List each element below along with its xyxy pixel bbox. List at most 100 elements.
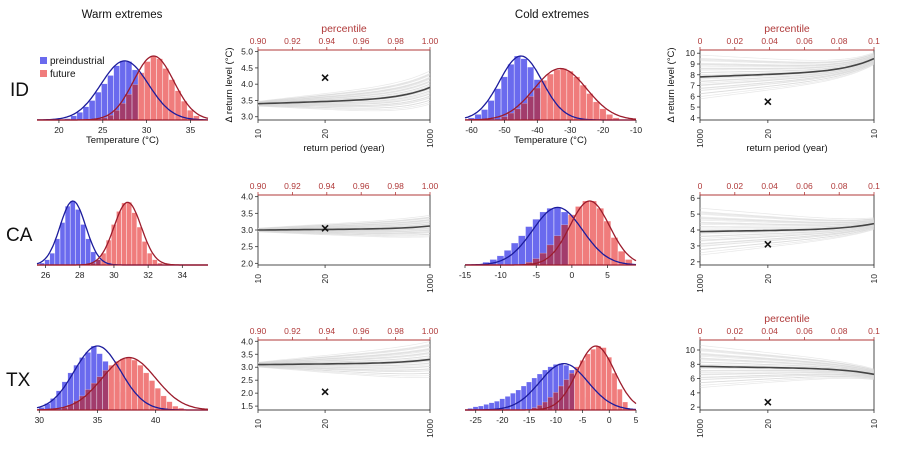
ensemble-line-25	[700, 222, 875, 228]
y-tick-label-6: 10	[686, 48, 696, 58]
ensemble-line-1	[699, 377, 875, 388]
bar-preindustrial-5	[518, 235, 526, 266]
x-tick-label-1: 20	[320, 274, 330, 284]
x-tick-label-0: 30	[35, 415, 45, 425]
bar-future-1	[107, 114, 114, 121]
x-tick-label-2: 30	[109, 270, 119, 280]
median-line	[258, 225, 431, 231]
ensemble-line-29	[699, 221, 875, 226]
bar-future-8	[553, 69, 561, 121]
ensemble-line-29	[257, 80, 431, 104]
ensemble-line-0	[699, 377, 875, 386]
ensemble-line-5	[699, 62, 875, 94]
ensemble-line-35	[257, 74, 431, 103]
observed-marker	[764, 398, 772, 406]
x-axis-label: Temperature (°C)	[514, 135, 587, 146]
chart-TX-cold: -25 -20 -15 -10 -5 0 5	[465, 345, 639, 425]
median-line	[699, 57, 875, 78]
percentile-tick-label-0: 0	[698, 36, 703, 46]
y-tick-label-1: 3.5	[241, 95, 253, 105]
ensemble-line-38	[699, 207, 875, 220]
y-tick-label-2: 4.0	[241, 79, 253, 89]
bar-future-11	[168, 79, 176, 121]
bar-future-3	[119, 103, 126, 121]
ensemble-line-22	[699, 57, 875, 75]
x-tick-label-2: 10	[869, 274, 879, 284]
ensemble-line-25	[699, 361, 875, 374]
ensemble-line-36	[257, 76, 431, 103]
ensemble-line-9	[257, 230, 431, 234]
y-tick-label-0: 4	[690, 113, 695, 123]
bar-future-8	[131, 212, 137, 266]
ensemble-line-5	[699, 227, 875, 250]
x-tick-label-1: 20	[763, 419, 773, 429]
x-tick-label-2: 1000	[425, 274, 435, 293]
bar-preindustrial-4	[88, 100, 96, 121]
y-tick-label-1: 5	[690, 102, 695, 112]
x-tick-label-1: -20	[496, 415, 509, 425]
chart-TX-warm-return: 10 20 1000 1.5 2.0 2.5 3.0 3.5 4.00.90 0.92 0.94 0.…	[241, 326, 438, 438]
ensemble-line-39	[699, 53, 875, 63]
bar-preindustrial-5	[65, 206, 71, 266]
x-tick-label-0: 10	[253, 419, 263, 429]
percentile-axis-label: percentile	[764, 313, 810, 325]
ensemble-line-0	[257, 366, 431, 377]
ensemble-line-9	[258, 95, 431, 106]
percentile-tick-label-2: 0.94	[319, 326, 336, 336]
ensemble-line-32	[699, 219, 875, 224]
x-tick-label-5: -10	[630, 125, 643, 135]
row-label-CA: CA	[6, 225, 33, 246]
ensemble-line-13	[699, 60, 875, 84]
x-tick-label-1: 28	[75, 270, 85, 280]
curve-preindustrial	[465, 206, 637, 266]
ensemble-line-1	[257, 103, 431, 112]
percentile-axis-label: percentile	[764, 23, 810, 35]
y-tick-label-0: 3.0	[241, 112, 253, 122]
bar-future-13	[586, 93, 594, 121]
ensemble-line-12	[257, 230, 431, 233]
ensemble-line-36	[699, 54, 875, 66]
percentile-tick-label-5: 0.1	[868, 36, 880, 46]
percentile-tick-label-2: 0.04	[761, 326, 778, 336]
x-tick-label-2: -15	[523, 415, 536, 425]
bar-future-14	[593, 101, 600, 121]
x-tick-label-5: 0	[607, 415, 612, 425]
ensemble-line-35	[699, 213, 875, 222]
x-tick-label-1: 20	[320, 129, 330, 139]
y-tick-label-3: 7	[690, 81, 695, 91]
y-tick-label-0: 2	[690, 257, 695, 267]
observed-marker	[764, 240, 772, 248]
y-tick-label-0: 1.5	[241, 401, 253, 411]
y-tick-label-1: 3	[690, 241, 695, 251]
ensemble-line-33	[699, 353, 875, 372]
x-tick-label-1: 20	[763, 129, 773, 139]
bar-preindustrial-5	[95, 91, 102, 121]
ensemble-line-25	[699, 57, 875, 73]
bar-future-10	[566, 71, 574, 121]
row-label-ID: ID	[10, 80, 29, 101]
bar-future-12	[152, 259, 158, 266]
y-tick-label-3: 3.5	[241, 208, 253, 218]
bar-future-1	[507, 112, 515, 121]
observed-marker	[321, 388, 329, 396]
ensemble-line-38	[257, 214, 431, 229]
x-tick-label-3: -10	[550, 415, 563, 425]
percentile-tick-label-3: 0.96	[353, 326, 370, 336]
heading-cold-extremes: Cold extremes	[515, 9, 589, 21]
ensemble-line-12	[699, 372, 875, 377]
ensemble-line-8	[699, 61, 875, 91]
ensemble-line-26	[699, 221, 875, 227]
bar-preindustrial-3	[487, 100, 495, 121]
y-tick-label-2: 6	[690, 374, 695, 384]
percentile-tick-label-2: 0.04	[761, 181, 778, 191]
bar-future-10	[119, 358, 126, 411]
x-tick-label-2: 40	[151, 415, 161, 425]
bar-future-13	[137, 365, 144, 411]
bar-preindustrial-3	[54, 238, 60, 266]
y-axis-label: Δ return level (°C)	[224, 47, 235, 122]
ensemble-line-16	[699, 59, 875, 82]
curve-future	[465, 67, 637, 121]
